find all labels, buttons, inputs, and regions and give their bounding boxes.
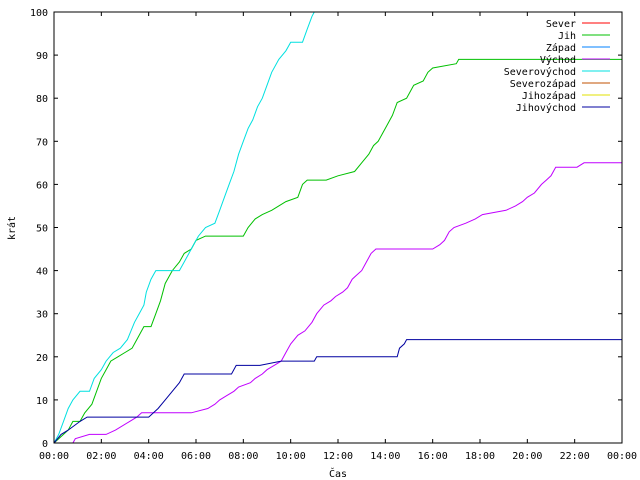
- y-tick-label: 80: [36, 94, 48, 105]
- x-tick-label: 04:00: [134, 451, 164, 462]
- x-tick-label: 22:00: [560, 451, 590, 462]
- y-tick-label: 0: [42, 439, 48, 450]
- legend-label: Severovýchod: [504, 66, 576, 78]
- series-line-jih: [53, 58, 622, 444]
- series-line-východ: [54, 162, 622, 444]
- plot-frame: [53, 11, 623, 444]
- legend-label: Jihovýchod: [516, 102, 576, 114]
- series-lines: [53, 11, 622, 444]
- x-tick-label: 08:00: [228, 451, 258, 462]
- y-tick-label: 10: [36, 396, 48, 407]
- series-line-severovýchod: [53, 11, 315, 444]
- legend: SeverJihZápadVýchodSeverovýchodSeverozáp…: [504, 19, 610, 114]
- x-tick-label: 10:00: [276, 451, 306, 462]
- legend-label: Severozápad: [510, 78, 576, 90]
- x-tick-label: 16:00: [418, 451, 448, 462]
- series-line-jihovýchod: [53, 339, 622, 444]
- y-axis-label: krát: [6, 216, 18, 240]
- x-tick-label: 12:00: [323, 451, 353, 462]
- y-tick-label: 30: [36, 310, 48, 321]
- legend-label: Východ: [540, 54, 576, 66]
- y-axis-ticks: 0 10 20 30 40 50 60 70 80 90 100: [30, 8, 622, 450]
- x-tick-label: 00:00: [39, 451, 69, 462]
- x-tick-label: 18:00: [465, 451, 495, 462]
- x-tick-label: 06:00: [181, 451, 211, 462]
- y-tick-label: 40: [36, 267, 48, 278]
- legend-label: Západ: [546, 42, 576, 54]
- y-tick-label: 50: [36, 224, 48, 235]
- legend-label: Sever: [546, 19, 576, 30]
- y-tick-label: 90: [36, 51, 48, 62]
- legend-label: Jihozápad: [522, 90, 576, 102]
- y-tick-label: 20: [36, 353, 48, 364]
- x-axis-ticks: 00:00 02:00 04:00 06:00 08:00 10:00 12:00 14:00…: [39, 12, 637, 462]
- legend-label: Jih: [558, 31, 576, 42]
- x-tick-label: 14:00: [370, 451, 400, 462]
- x-tick-label: 00:00: [607, 451, 637, 462]
- x-tick-label: 02:00: [86, 451, 116, 462]
- y-tick-label: 100: [30, 8, 48, 19]
- x-axis-label: Čas: [329, 467, 347, 480]
- x-tick-label: 20:00: [512, 451, 542, 462]
- y-tick-label: 60: [36, 180, 48, 191]
- y-tick-label: 70: [36, 137, 48, 148]
